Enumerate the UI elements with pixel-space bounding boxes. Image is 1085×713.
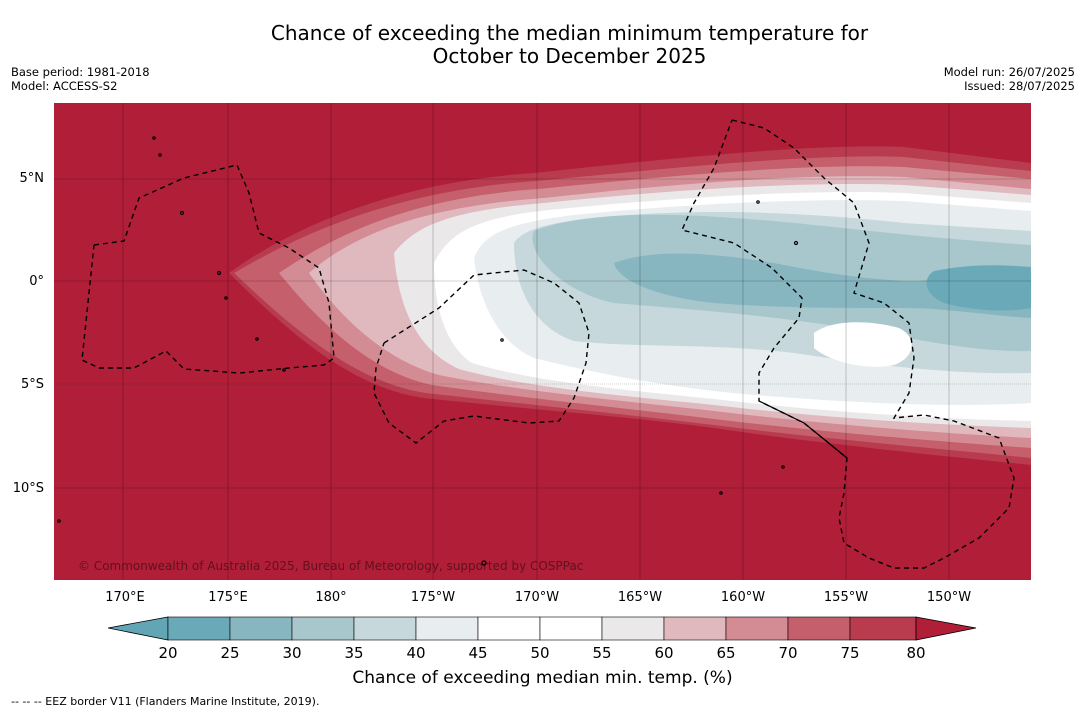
probability-map: © Commonwealth of Australia 2025, Bureau… (54, 103, 1031, 580)
island (756, 200, 760, 204)
colorbar-segment (291, 616, 355, 641)
base-period: Base period: 1981-2018 (11, 65, 150, 79)
island (152, 136, 156, 140)
colorbar-tick: 55 (592, 644, 612, 662)
colorbar (108, 616, 977, 641)
colorbar-tick: 25 (220, 644, 240, 662)
colorbar-segment (415, 616, 479, 641)
lat-label: 10°S (12, 481, 44, 496)
colorbar-tick: 40 (406, 644, 426, 662)
colorbar-tick: 50 (530, 644, 550, 662)
issued-date: Issued: 28/07/2025 (964, 79, 1075, 93)
island (224, 296, 228, 300)
colorbar-segment (539, 616, 603, 641)
island (255, 337, 259, 341)
colorbar-tick: 65 (716, 644, 736, 662)
colorbar-segment (725, 616, 789, 641)
lon-label: 150°W (926, 590, 972, 605)
colorbar-high-extend (915, 616, 977, 641)
colorbar-segment (849, 616, 917, 641)
lon-label: 170°E (105, 590, 145, 605)
colorbar-segment (353, 616, 417, 641)
lon-label: 160°W (720, 590, 766, 605)
island (719, 491, 723, 495)
lon-label: 165°W (617, 590, 663, 605)
colorbar-tick: 30 (282, 644, 302, 662)
lon-label: 170°W (514, 590, 560, 605)
colorbar-tick: 20 (158, 644, 178, 662)
colorbar-segment (663, 616, 727, 641)
map-canvas: © Commonwealth of Australia 2025, Bureau… (54, 103, 1031, 580)
band-25 (614, 253, 1031, 318)
colorbar-segment (787, 616, 851, 641)
island (179, 210, 185, 216)
map-title-line1: Chance of exceeding the median minimum t… (270, 21, 869, 45)
eez-tuvalu-tokelau (373, 269, 590, 444)
band-20 (926, 265, 1031, 311)
colorbar-tick: 60 (654, 644, 674, 662)
graticule (54, 103, 1031, 580)
colorbar-segment (229, 616, 293, 641)
band-white-patch (814, 322, 912, 367)
lat-label: 5°S (20, 377, 44, 392)
island (282, 368, 286, 372)
eez-legend: -- -- -- EEZ border V11 (Flanders Marine… (11, 695, 320, 708)
colorbar-tick: 45 (468, 644, 488, 662)
colorbar-tick: 75 (840, 644, 860, 662)
meta-right: Model run: 26/07/2025 Issued: 28/07/2025 (944, 65, 1075, 93)
model-run: Model run: 26/07/2025 (943, 65, 1075, 79)
colorbar-tick: 80 (906, 644, 926, 662)
colorbar-segment (477, 616, 541, 641)
lon-label: 180° (315, 590, 347, 605)
eez-line-islands (681, 119, 1015, 569)
eez-borders (81, 119, 1015, 569)
copyright-text: © Commonwealth of Australia 2025, Bureau… (78, 559, 583, 573)
lat-label: 5°N (19, 171, 45, 186)
colorbar-label: Chance of exceeding median min. temp. (%… (352, 668, 733, 688)
map-title-line2: October to December 2025 (432, 44, 707, 68)
model-name: Model: ACCESS-S2 (11, 79, 118, 93)
island (57, 519, 61, 523)
colorbar-low-extend (108, 616, 169, 641)
island (216, 270, 222, 276)
lon-label: 175°W (410, 590, 456, 605)
island (481, 560, 487, 566)
island (793, 240, 799, 246)
colorbar-tick: 70 (778, 644, 798, 662)
islands (57, 136, 799, 566)
colorbar-segment (601, 616, 665, 641)
lat-label: 0° (29, 274, 44, 289)
lon-label: 175°E (208, 590, 248, 605)
island (781, 465, 785, 469)
colorbar-segment (167, 616, 231, 641)
island (158, 153, 162, 157)
eez-kiribati-gilbert (81, 164, 335, 374)
colorbar-tick: 35 (344, 644, 364, 662)
eez-border-solid (758, 400, 848, 459)
lon-label: 155°W (823, 590, 869, 605)
meta-left: Base period: 1981-2018 Model: ACCESS-S2 (11, 65, 150, 93)
island (500, 338, 504, 342)
